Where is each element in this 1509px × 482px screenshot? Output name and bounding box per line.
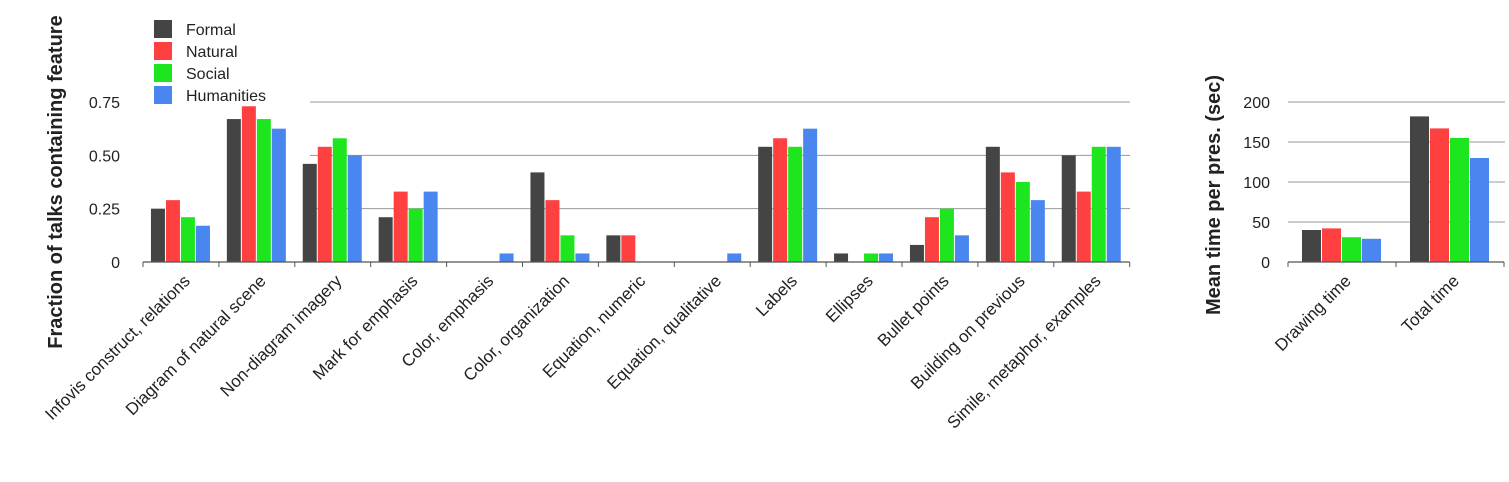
y-tick-label: 50 bbox=[1252, 215, 1270, 232]
bar-formal-equation-numeric bbox=[606, 235, 621, 262]
bar-natural-building-on-previous bbox=[1000, 172, 1015, 262]
bar-humanities-labels bbox=[803, 128, 818, 262]
y-tick-label: 0 bbox=[111, 255, 120, 272]
bar-humanities-ellipses bbox=[879, 253, 894, 262]
y-axis-label: Fraction of talks containing feature bbox=[45, 15, 67, 348]
bar-natural-labels bbox=[773, 138, 788, 262]
y-tick-label: 100 bbox=[1243, 175, 1270, 192]
y-tick-label: 200 bbox=[1243, 95, 1270, 112]
x-category-label: Bullet points bbox=[874, 271, 953, 350]
bar-formal-non-diagram-imagery bbox=[302, 163, 317, 262]
y-tick-label: 0.25 bbox=[89, 202, 120, 219]
legend-swatch-natural bbox=[154, 42, 172, 60]
y-tick-label: 150 bbox=[1243, 135, 1270, 152]
x-category-label: Simile, metaphor, examples bbox=[943, 271, 1104, 432]
bar-social-drawing-time bbox=[1342, 237, 1361, 262]
bar-formal-simile-metaphor-examples bbox=[1061, 155, 1076, 262]
legend-swatch-humanities bbox=[154, 86, 172, 104]
bar-humanities-simile-metaphor-examples bbox=[1106, 146, 1121, 262]
bar-social-labels bbox=[788, 146, 803, 262]
bar-humanities-color-emphasis bbox=[499, 253, 514, 262]
y-axis-label: Mean time per pres. (sec) bbox=[1203, 75, 1225, 315]
legend-label-humanities: Humanities bbox=[186, 88, 266, 105]
bar-natural-equation-numeric bbox=[621, 235, 636, 262]
bar-formal-building-on-previous bbox=[985, 146, 1000, 262]
bar-natural-mark-for-emphasis bbox=[393, 191, 408, 262]
bar-formal-diagram-of-natural-scene bbox=[226, 119, 241, 262]
bar-formal-total-time bbox=[1410, 116, 1429, 263]
bar-social-non-diagram-imagery bbox=[332, 138, 347, 262]
bar-social-building-on-previous bbox=[1015, 182, 1030, 262]
legend-swatch-formal bbox=[154, 20, 172, 38]
y-tick-label: 0.50 bbox=[89, 148, 120, 165]
bar-social-diagram-of-natural-scene bbox=[256, 119, 271, 262]
legend-label-formal: Formal bbox=[186, 22, 236, 39]
bar-social-color-organization bbox=[560, 235, 575, 262]
bar-humanities-infovis-construct-relations bbox=[195, 225, 210, 262]
y-tick-label: 0 bbox=[1261, 255, 1270, 272]
legend: Formal Natural Social Humanities bbox=[154, 20, 266, 105]
bar-social-ellipses bbox=[864, 253, 879, 262]
bar-natural-drawing-time bbox=[1322, 228, 1341, 262]
bar-formal-ellipses bbox=[834, 253, 849, 262]
bar-humanities-non-diagram-imagery bbox=[347, 155, 362, 262]
bar-social-bullet-points bbox=[939, 208, 954, 262]
legend-label-natural: Natural bbox=[186, 44, 238, 61]
bar-humanities-bullet-points bbox=[954, 235, 969, 262]
bar-social-infovis-construct-relations bbox=[180, 217, 195, 262]
bar-natural-non-diagram-imagery bbox=[317, 146, 332, 262]
bar-formal-color-organization bbox=[530, 172, 545, 262]
legend-label-social: Social bbox=[186, 66, 230, 83]
bar-social-total-time bbox=[1450, 138, 1469, 262]
bar-humanities-equation-qualitative bbox=[727, 253, 742, 262]
legend-swatch-social bbox=[154, 64, 172, 82]
bar-formal-labels bbox=[758, 146, 773, 262]
bar-humanities-mark-for-emphasis bbox=[423, 191, 438, 262]
bar-humanities-color-organization bbox=[575, 253, 590, 262]
x-category-label: Ellipses bbox=[822, 271, 877, 326]
bar-humanities-drawing-time bbox=[1362, 238, 1381, 262]
bar-natural-infovis-construct-relations bbox=[165, 200, 180, 262]
bar-formal-mark-for-emphasis bbox=[378, 217, 393, 262]
bar-formal-infovis-construct-relations bbox=[150, 208, 165, 262]
bar-humanities-diagram-of-natural-scene bbox=[271, 128, 286, 262]
bar-humanities-total-time bbox=[1470, 158, 1489, 262]
bar-formal-bullet-points bbox=[909, 244, 924, 262]
x-category-label: Drawing time bbox=[1271, 271, 1355, 355]
bar-social-mark-for-emphasis bbox=[408, 208, 423, 262]
chart-panel-2: 0 50 100 150 200 Mean time per pres. (sec) Dra… bbox=[1203, 75, 1505, 355]
x-category-label: Total time bbox=[1398, 271, 1463, 336]
bar-formal-drawing-time bbox=[1302, 230, 1321, 262]
y-tick-label: 0.75 bbox=[89, 95, 120, 112]
bar-humanities-building-on-previous bbox=[1030, 200, 1045, 262]
bar-natural-color-organization bbox=[545, 200, 560, 262]
bar-natural-diagram-of-natural-scene bbox=[241, 106, 256, 263]
x-category-label: Labels bbox=[752, 271, 801, 320]
bar-natural-total-time bbox=[1430, 128, 1449, 262]
bar-natural-simile-metaphor-examples bbox=[1076, 191, 1091, 262]
bar-natural-bullet-points bbox=[924, 217, 939, 262]
x-category-label: Diagram of natural scene bbox=[122, 271, 270, 419]
bar-social-simile-metaphor-examples bbox=[1091, 146, 1106, 262]
